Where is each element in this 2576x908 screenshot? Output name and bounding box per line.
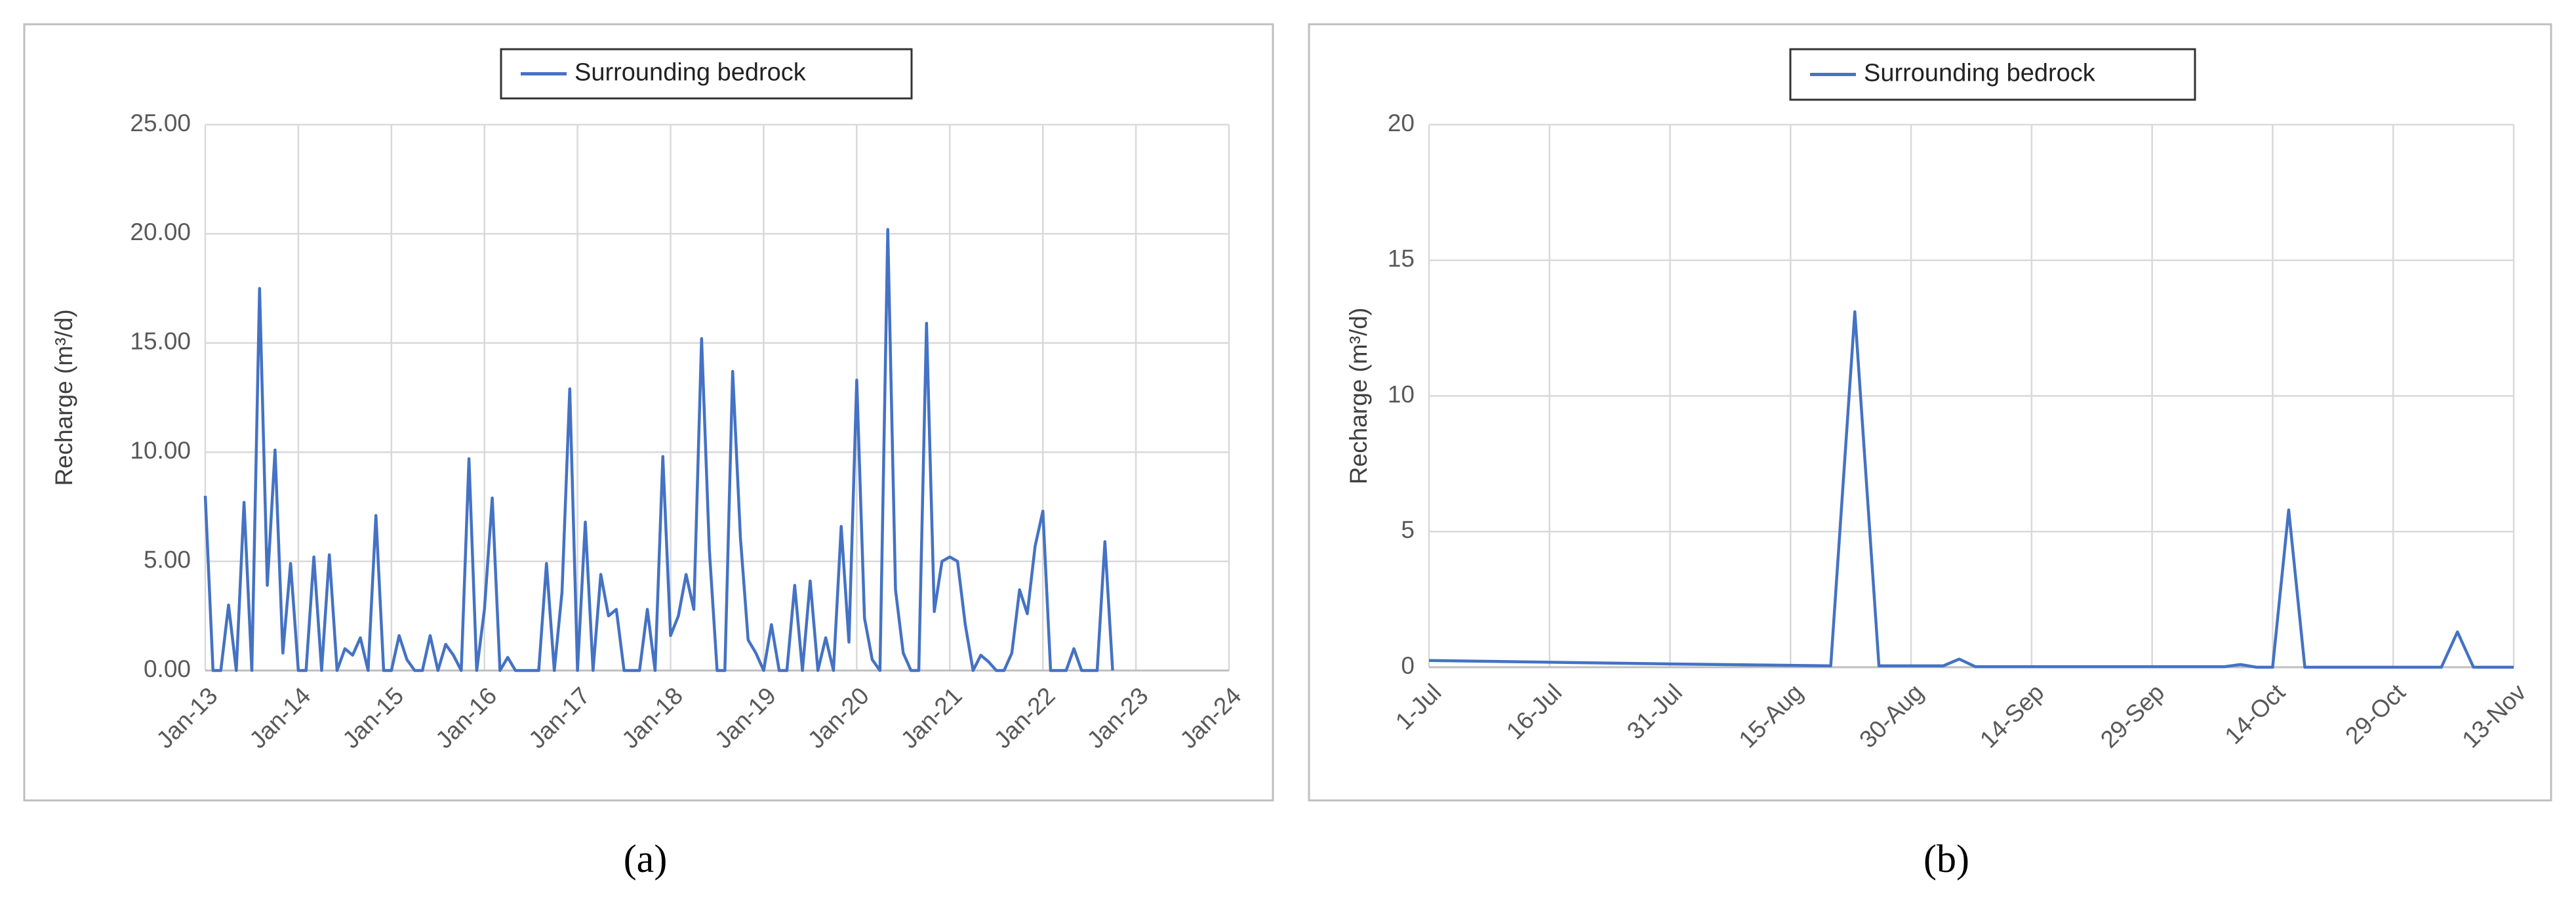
y-axis-title: Recharge (m³/d) (50, 309, 77, 485)
y-tick-label: 5.00 (144, 546, 191, 573)
y-tick-label: 0.00 (144, 655, 191, 682)
legend-box (500, 48, 913, 100)
y-tick-label: 0 (1401, 652, 1415, 679)
y-tick-label: 20 (1388, 110, 1415, 136)
panel-label: (b) (1923, 837, 1969, 880)
y-tick-label: 5 (1401, 516, 1415, 543)
panel-frame (23, 23, 1274, 802)
data-line (203, 228, 1114, 672)
legend-box (1789, 48, 2196, 101)
data-line (1428, 310, 2514, 669)
y-tick-label: 10.00 (130, 437, 191, 464)
y-tick-label: 10 (1388, 381, 1415, 407)
y-axis-title: Recharge (m³/d) (1345, 308, 1372, 484)
y-tick-label: 20.00 (130, 218, 191, 245)
legend-label: Surrounding bedrock (1864, 60, 2096, 87)
y-tick-label: 25.00 (130, 110, 191, 136)
y-tick-label: 15.00 (130, 328, 191, 355)
y-tick-label: 15 (1388, 245, 1415, 272)
legend-label: Surrounding bedrock (574, 59, 807, 87)
panel-label: (a) (624, 837, 668, 880)
panel-frame (1308, 23, 2552, 802)
